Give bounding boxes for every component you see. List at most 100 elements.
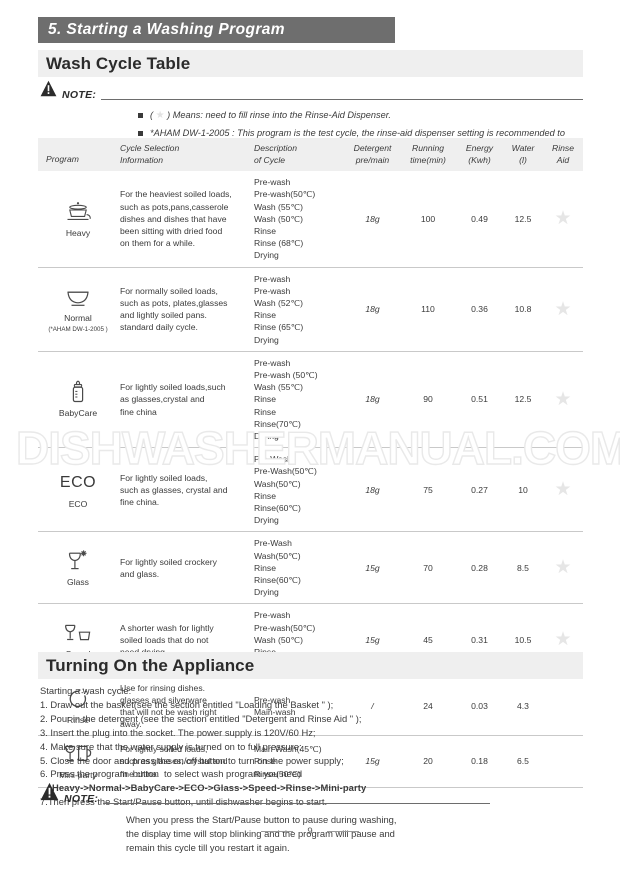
cell-cycle-selection: For the heaviest soiled loads, such as p… (120, 189, 232, 249)
table-row: BabyCare For lightly soiled loads,such as… (38, 350, 583, 448)
procedure-step: 6. Press the program button to select wa… (40, 768, 303, 780)
program-label: BabyCare (58, 408, 98, 419)
cell-energy: 0.51 (456, 350, 503, 448)
eco-text-icon: ECO (60, 470, 96, 496)
cell-water: 4.3 (503, 675, 543, 736)
chapter-banner: 5. Starting a Washing Program (38, 17, 395, 43)
cell-cycle-selection: For lightly soiled loads, such as glasse… (118, 735, 252, 788)
cell-water: 8.5 (503, 531, 543, 604)
program-label: Heavy (65, 227, 91, 238)
cell-rinse-aid: ★ (543, 531, 583, 604)
wine-glass-icon (66, 548, 90, 574)
water-swirl-icon (66, 686, 90, 712)
cell-program: Heavy (38, 171, 118, 267)
cell-description: Main Wash(45℃) Rinse Rinse(50℃) (252, 735, 345, 788)
star-icon: ★ (554, 479, 572, 501)
cell-water: 12.5 (503, 350, 543, 448)
cell-program: Mini-party (38, 735, 118, 788)
page-number: 9 (307, 826, 313, 837)
glass-and-mug-icon (63, 741, 93, 767)
cell-description: Pre-Wash Wash(50℃) Rinse Rinse(60℃) Dryi… (252, 531, 345, 604)
cell-running-time: 90 (400, 350, 456, 448)
bowl-icon (65, 284, 91, 310)
cell-running-time: 110 (400, 266, 456, 352)
bullet-prefix: ( (150, 110, 156, 120)
header-running-time: Running time(min) (400, 138, 456, 172)
cell-program: Normal (*AHAM DW-1-2005 ) (38, 266, 118, 352)
warning-triangle-icon (40, 782, 59, 806)
bullet-square-icon (138, 130, 143, 136)
table-row: Mini-party For lightly soiled loads, such… (38, 735, 583, 788)
cell-energy: 0.27 (456, 447, 503, 532)
procedure-step: 1. Draw out the basket(see the section e… (40, 698, 334, 710)
note-bullet-item: ( ★ ) Means: need to fill rinse into the… (138, 109, 583, 123)
cell-description: Pre-wash Main-wash (252, 675, 345, 736)
note-divider (101, 99, 583, 100)
table-header-row: Program Cycle Selection Information Desc… (38, 138, 583, 172)
procedure-final-step: 7.Then press the Start/Pause button, unt… (40, 796, 328, 808)
program-label: ECO (68, 498, 88, 509)
program-label: Normal (64, 312, 92, 323)
bullet-suffix: ) Means: need to fill rinse into the Rin… (164, 110, 391, 120)
footer-dash-left (261, 831, 294, 832)
cell-cycle-selection: For lightly soiled loads,such as glasses… (118, 350, 252, 448)
procedure-step: 5. Close the door and press the on/off b… (40, 754, 344, 766)
pot-icon (63, 199, 93, 225)
section-heading-turning-on: Turning On the Appliance (38, 652, 583, 679)
cell-cycle-selection: For lightly soiled loads, such as glasse… (118, 447, 252, 532)
cell-water: 10.8 (503, 266, 543, 352)
procedure-step: 2. Pour in the detergent (see the sectio… (40, 712, 362, 724)
star-icon: ★ (554, 389, 572, 411)
table-row: ECO ECO For lightly soiled loads, such as … (38, 447, 583, 532)
cell-water: 12.5 (514, 213, 532, 224)
star-icon: ★ (554, 208, 572, 230)
star-icon: ★ (554, 629, 572, 651)
cell-running-time: 24 (400, 675, 456, 736)
cell-detergent: 15g (345, 735, 400, 788)
cell-detergent: 15g (345, 531, 400, 604)
cell-water: 10 (503, 447, 543, 532)
warning-triangle-icon (40, 80, 57, 102)
cell-description: Pre-wash Pre-wash(50℃) Wash (55℃) Wash (… (254, 177, 316, 261)
cell-water: 6.5 (503, 735, 543, 788)
cell-program: ECO ECO (38, 447, 118, 532)
program-label: Glass (67, 576, 89, 587)
note-bullet-text: ( ★ ) Means: need to fill rinse into the… (150, 109, 583, 123)
section-title: Wash Cycle Table (46, 53, 191, 73)
program-sub-label: (*AHAM DW-1-2005 ) (48, 325, 108, 333)
glass-and-cup-icon (63, 620, 93, 646)
header-program: Program (38, 138, 118, 172)
chapter-title: 5. Starting a Washing Program (48, 21, 285, 38)
cell-detergent: 18g (365, 213, 380, 224)
cell-running-time: 75 (400, 447, 456, 532)
program-label: Rinse (67, 714, 89, 725)
table-row: Normal (*AHAM DW-1-2005 ) For normally soi… (38, 266, 583, 352)
cell-energy: 0.03 (456, 675, 503, 736)
cell-cycle-selection: Use for rinsing dishes. glasses and silv… (118, 675, 252, 736)
header-description: Description of Cycle (252, 138, 345, 172)
cell-program: Glass (38, 531, 118, 604)
cell-energy: 0.49 (471, 213, 488, 224)
section-heading-wash-cycle-table: Wash Cycle Table (38, 50, 583, 77)
cell-program: BabyCare (38, 350, 118, 448)
cell-rinse-aid: ★ (543, 350, 583, 448)
cell-energy: 0.36 (456, 266, 503, 352)
cell-program: Rinse (38, 675, 118, 736)
section-title: Turning On the Appliance (46, 655, 255, 675)
cell-energy: 0.28 (456, 531, 503, 604)
cell-running-time: 70 (400, 531, 456, 604)
baby-bottle-icon (69, 379, 87, 405)
bullet-square-icon (138, 113, 143, 118)
note-header: NOTE: (40, 782, 490, 806)
cell-running-time: 20 (400, 735, 456, 788)
cell-detergent: 18g (345, 266, 400, 352)
star-icon: ★ (155, 110, 165, 121)
program-label: Mini-party (59, 770, 97, 781)
footer-dash-right (326, 831, 359, 832)
header-rinse-aid: Rinse Aid (543, 138, 583, 172)
star-icon: ★ (554, 298, 572, 320)
note-label: NOTE: (62, 89, 97, 101)
header-cycle-selection: Cycle Selection Information (118, 138, 252, 172)
cell-rinse-aid (543, 675, 583, 736)
